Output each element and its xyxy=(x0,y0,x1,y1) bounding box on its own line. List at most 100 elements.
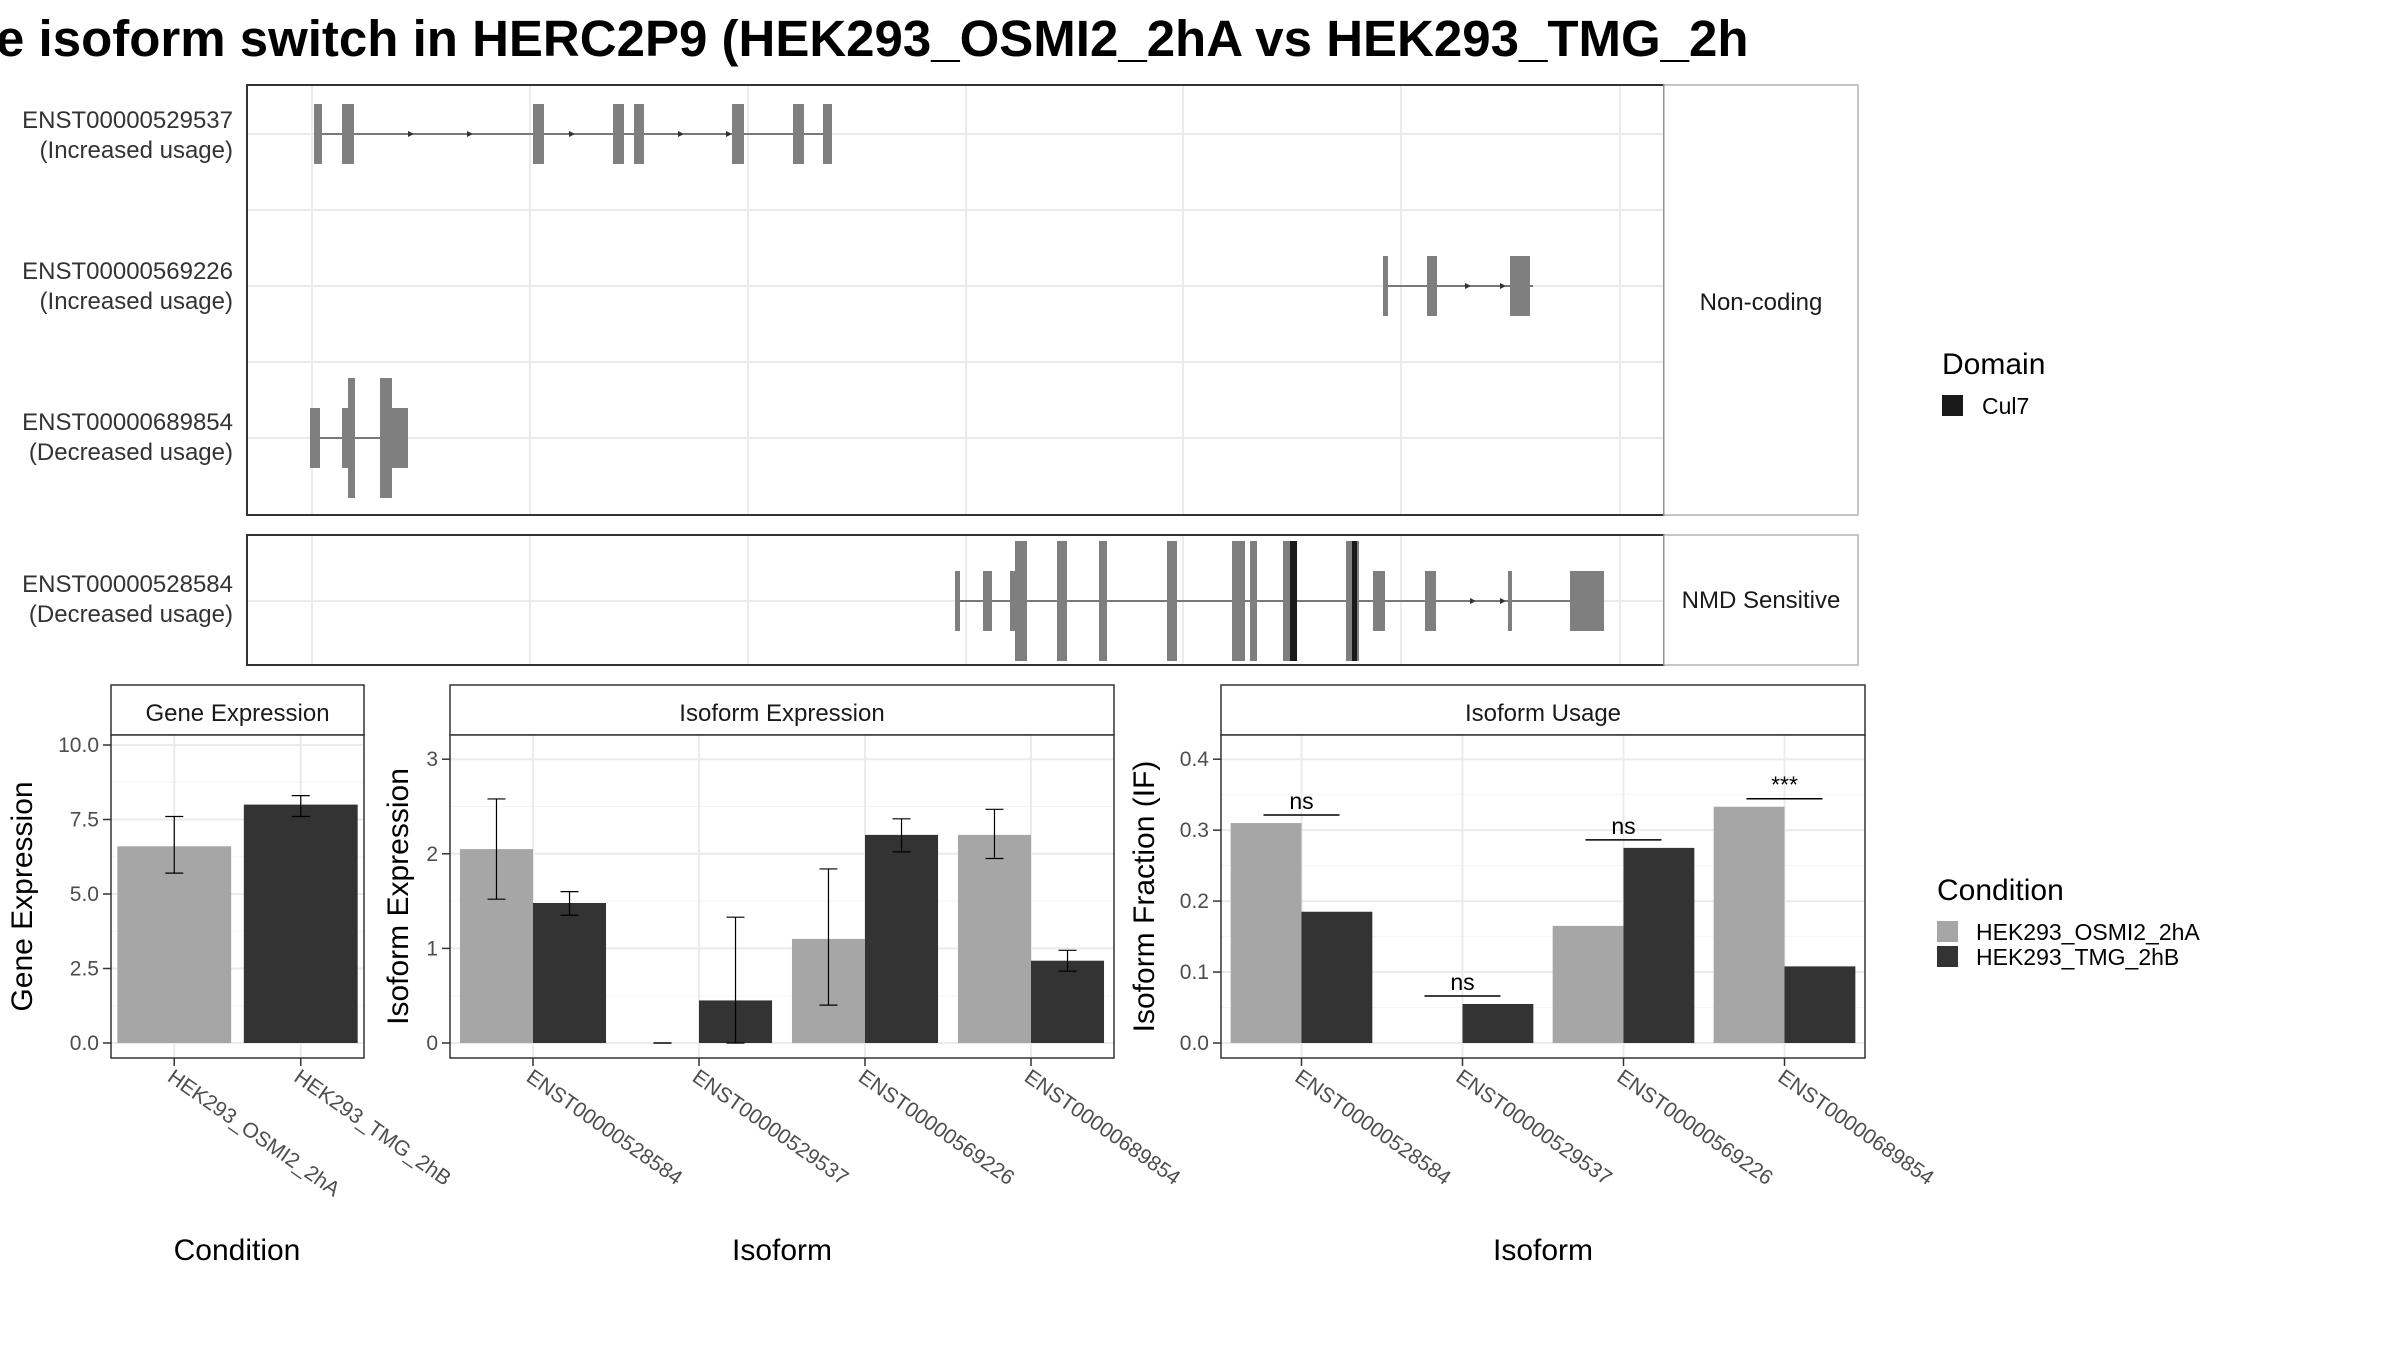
panel-border xyxy=(449,734,1115,1059)
significance-label: ns xyxy=(1611,813,1635,839)
x-tick-label: ENST00000528584 xyxy=(1291,1065,1456,1190)
condition-legend-title: Condition xyxy=(1937,874,2064,907)
significance-label: ns xyxy=(1289,788,1313,814)
exon-block xyxy=(533,104,544,164)
transcript-id-label: ENST00000689854 xyxy=(22,409,233,436)
gene-expression-chart: Gene Expression0.02.55.07.510.0HEK293_OS… xyxy=(6,684,455,1267)
transcript-tracks xyxy=(955,541,1604,661)
exon-block xyxy=(1427,256,1437,316)
exon-block xyxy=(1010,571,1017,631)
data-bar xyxy=(1031,960,1105,1043)
transcript-usage-label: (Decreased usage) xyxy=(29,601,233,628)
x-axis-title: Condition xyxy=(174,1234,301,1267)
y-tick-label: 0 xyxy=(426,1032,438,1055)
structure-panel-noncoding: Non-coding xyxy=(246,84,1859,516)
structure-panel-border xyxy=(246,84,1665,516)
strand-arrow xyxy=(1470,598,1476,604)
y-tick-label: 5.0 xyxy=(70,883,99,906)
transcript-tracks xyxy=(310,104,1533,498)
condition-legend-key xyxy=(1937,921,1958,942)
strand-arrow xyxy=(1465,283,1471,289)
group-strip-nmd xyxy=(1663,534,1859,666)
data-bar xyxy=(243,804,358,1043)
strand-arrow xyxy=(726,131,732,137)
y-tick-label: 0.2 xyxy=(1180,890,1209,913)
exon-block xyxy=(342,104,354,164)
condition-legend-label: HEK293_TMG_2hB xyxy=(1976,944,2179,970)
strand-arrow xyxy=(569,131,575,137)
data-bar xyxy=(1230,823,1302,1043)
y-tick-label: 3 xyxy=(426,748,438,771)
exon-block xyxy=(1570,571,1604,631)
strand-arrow xyxy=(467,131,473,137)
y-tick-label: 1 xyxy=(426,937,438,960)
x-tick-label: ENST00000569226 xyxy=(854,1065,1018,1190)
x-tick-label: ENST00000529537 xyxy=(688,1065,852,1190)
y-tick-label: 0.4 xyxy=(1180,748,1210,771)
panel-strip xyxy=(449,684,1115,736)
exon-block xyxy=(390,408,408,468)
y-axis-title: Isoform Fraction (IF) xyxy=(1128,761,1161,1033)
domain-legend: Domain Cul7 xyxy=(1942,348,2045,419)
significance-label: ns xyxy=(1450,969,1474,995)
strand-arrow xyxy=(408,131,414,137)
exon-block xyxy=(955,571,960,631)
y-tick-label: 7.5 xyxy=(70,809,99,832)
strand-arrow xyxy=(1500,283,1506,289)
exon-block xyxy=(983,571,992,631)
exon-block xyxy=(732,104,744,164)
domain-legend-title: Domain xyxy=(1942,348,2045,381)
y-tick-label: 10.0 xyxy=(58,734,99,757)
strand-arrow xyxy=(1500,598,1506,604)
exon-block xyxy=(1167,541,1177,661)
strand-arrow xyxy=(678,131,684,137)
exon-block xyxy=(342,408,350,468)
panel-border xyxy=(1220,734,1866,1059)
exon-block xyxy=(1508,571,1512,631)
group-label-nmd: NMD Sensitive xyxy=(1682,587,1841,614)
y-axis-title: Isoform Expression xyxy=(382,768,415,1025)
y-axis-title: Gene Expression xyxy=(6,781,39,1011)
exon-block xyxy=(348,378,355,498)
data-bar xyxy=(1713,806,1785,1043)
panel-strip-title: Isoform Usage xyxy=(1465,700,1621,727)
transcript-id-label: ENST00000529537 xyxy=(22,107,233,134)
exon-block xyxy=(1510,256,1530,316)
x-tick-label: ENST00000569226 xyxy=(1613,1065,1777,1190)
exon-block xyxy=(823,104,832,164)
transcript-id-label: ENST00000528584 xyxy=(22,571,233,598)
data-bar xyxy=(1301,911,1373,1043)
condition-legend-key xyxy=(1937,946,1958,967)
data-bar xyxy=(117,846,232,1043)
exon-block xyxy=(793,104,804,164)
structure-panel-nmd: NMD Sensitive xyxy=(246,534,1859,666)
y-tick-label: 2 xyxy=(426,843,438,866)
exon-block xyxy=(1373,571,1385,631)
transcript-usage-label: (Increased usage) xyxy=(40,288,233,315)
panel-strip-title: Gene Expression xyxy=(145,700,329,727)
panel-strip xyxy=(110,684,365,736)
data-bar xyxy=(865,834,939,1043)
figure-title: e isoform switch in HERC2P9 (HEK293_OSMI… xyxy=(0,10,1749,67)
exon-block xyxy=(1015,541,1027,661)
exon-block xyxy=(1383,256,1388,316)
data-bar xyxy=(957,834,1031,1043)
exon-block xyxy=(1057,541,1067,661)
exon-block xyxy=(613,104,624,164)
x-tick-label: ENST00000528584 xyxy=(522,1065,687,1190)
exon-block xyxy=(1250,541,1257,661)
isoform-usage-chart: Isoform Usage 0.0 0.1 0.2 0.3 0.4 ns ENST000005… xyxy=(1128,684,1939,1267)
group-strip-noncoding xyxy=(1663,84,1859,516)
transcript-id-label: ENST00000569226 xyxy=(22,258,233,285)
y-tick-label: 0.1 xyxy=(1180,961,1209,984)
x-tick-label: ENST00000689854 xyxy=(1774,1065,1939,1190)
exon-block xyxy=(1232,541,1245,661)
data-bar xyxy=(1462,1003,1534,1043)
y-tick-label: 2.5 xyxy=(70,958,99,981)
condition-legend-label: HEK293_OSMI2_2hA xyxy=(1976,919,2200,945)
x-tick-label: ENST00000689854 xyxy=(1020,1065,1185,1190)
exon-block xyxy=(1099,541,1107,661)
transcript-usage-label: (Increased usage) xyxy=(40,137,233,164)
